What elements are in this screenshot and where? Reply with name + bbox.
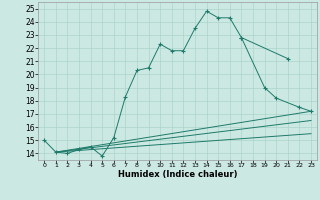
X-axis label: Humidex (Indice chaleur): Humidex (Indice chaleur) [118,170,237,179]
